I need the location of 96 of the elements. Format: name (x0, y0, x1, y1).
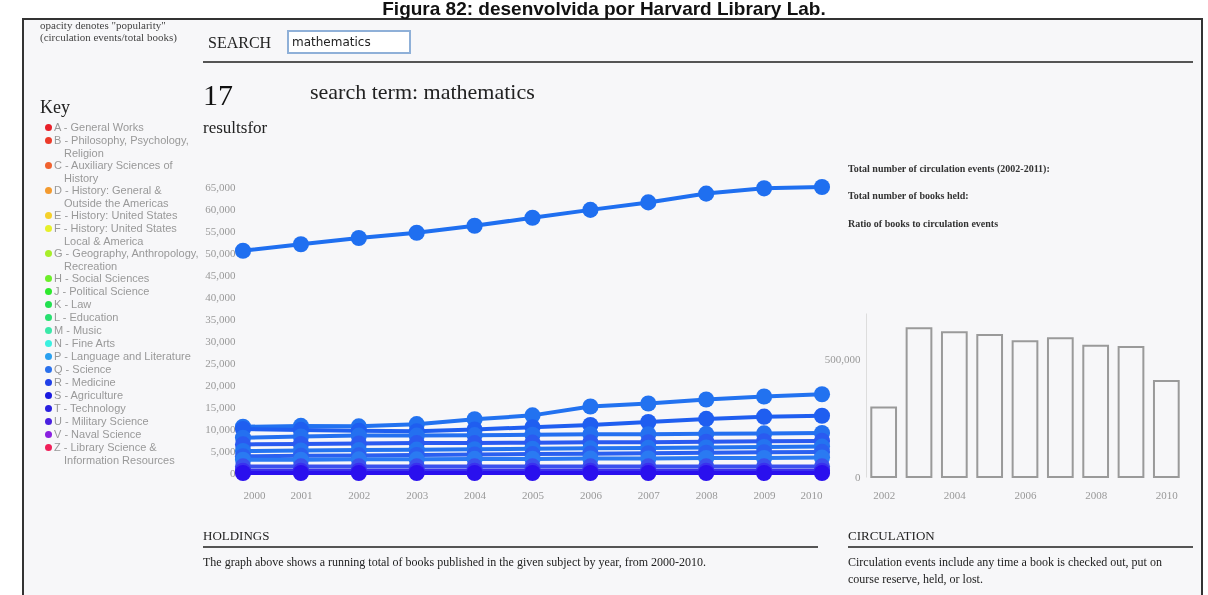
y-tick-label: 10,000 (205, 422, 236, 435)
legend-title: Key (40, 97, 70, 118)
category-label: L - Education (53, 311, 120, 324)
chart-title: search term: mathematics (310, 79, 535, 105)
point (582, 398, 599, 415)
point (698, 410, 715, 427)
x-tick-label: 2010 (1155, 488, 1179, 501)
category-label: D - History: General & Outside the Americas (53, 184, 170, 210)
y-tick-label: 40,000 (205, 290, 236, 303)
point (813, 178, 831, 196)
text: CIRCULATION (848, 528, 935, 544)
bar (1117, 345, 1145, 478)
y-tick-label: 60,000 (205, 202, 236, 215)
x-tick-label: 2004 (943, 488, 967, 501)
point (698, 185, 715, 202)
y-tick-label: 35,000 (205, 312, 236, 325)
y-tick-label: 0 (855, 470, 861, 483)
category-label: J - Political Science (53, 285, 151, 298)
point (466, 217, 483, 234)
category-label: H - Social Sciences (53, 272, 151, 285)
category-label: C - Auxiliary Sciences of History (53, 159, 174, 185)
point (813, 407, 831, 424)
x-tick-label: 2005 (522, 488, 545, 501)
text: Circulation events include any time a book is checked out, put on course reserve, held, or lost. (848, 554, 1163, 588)
point (408, 224, 425, 241)
point (756, 180, 773, 197)
point (582, 201, 599, 218)
point (813, 386, 831, 403)
text: opacity denotes "popularity" (circulation events/total books) (40, 19, 178, 43)
x-tick-label: 2002 (873, 488, 896, 501)
point (756, 388, 773, 405)
bar (870, 406, 898, 478)
bar (940, 331, 968, 478)
bar (1046, 337, 1074, 478)
text: HOLDINGS (203, 528, 270, 544)
category-label: G - Geography, Anthropology, Recreation (53, 247, 200, 273)
x-tick-label: 2006 (579, 488, 603, 501)
x-tick-label: 2008 (695, 488, 719, 501)
text: Total number of circulation events (2002-2011): (848, 163, 1050, 174)
y-tick-label: 65,000 (205, 180, 236, 193)
x-tick-label: 2010 (800, 488, 823, 501)
bar (1082, 344, 1110, 478)
point (350, 229, 367, 247)
y-tick-label: 50,000 (205, 246, 236, 259)
category-label: F - History: United States Local & America (53, 222, 178, 248)
category-label: B - Philosophy, Psychology, Religion (53, 134, 190, 160)
y-tick-label: 0 (230, 466, 236, 479)
x-tick-label: 2008 (1085, 488, 1108, 501)
category-label: M - Music (53, 324, 103, 337)
y-tick-label: 25,000 (205, 356, 236, 369)
x-tick-label: 2007 (637, 488, 661, 501)
bar (1152, 379, 1180, 478)
y-tick-label: 30,000 (205, 334, 236, 347)
x-tick-label: 2003 (406, 488, 429, 501)
point (698, 391, 715, 408)
category-label: N - Fine Arts (53, 337, 117, 350)
x-tick-label: 2000 (243, 488, 266, 501)
text: 17 (203, 78, 233, 112)
category-label: U - Military Science (53, 415, 150, 428)
point (640, 194, 657, 211)
category-label: Z - Library Science & Information Resources (53, 441, 176, 467)
category-label: A - General Works (53, 121, 145, 134)
y-tick-label: 20,000 (205, 378, 236, 391)
category-label: E - History: United States (53, 209, 179, 222)
category-label: T - Technology (53, 402, 127, 415)
x-tick-label: 2006 (1014, 488, 1037, 501)
x-tick-label: 2004 (464, 488, 487, 501)
text: The graph above shows a running total of books published in the given subject by year, from 2000-2010. (203, 554, 708, 571)
category-label: R - Medicine (53, 376, 117, 389)
y-tick-label: 5,000 (210, 444, 236, 457)
text: SEARCH (208, 34, 272, 52)
category-label: V - Naval Science (53, 428, 143, 441)
text: resultsfor (203, 118, 268, 138)
text: Total number of books held: (848, 190, 969, 201)
point (234, 242, 252, 259)
point (524, 209, 541, 226)
x-tick-label: 2002 (348, 488, 371, 501)
category-label: S - Agriculture (53, 389, 125, 402)
category-label: Q - Science (53, 363, 113, 376)
x-tick-label: 2001 (290, 488, 313, 501)
category-label: P - Language and Literature (53, 350, 192, 363)
bar (976, 334, 1004, 478)
y-tick-label: 45,000 (205, 268, 236, 281)
point (292, 236, 309, 253)
y-tick-label: 15,000 (205, 400, 236, 413)
bar (905, 327, 933, 478)
x-tick-label: 2009 (753, 488, 777, 501)
bar (1011, 340, 1039, 478)
search-field: mathematics (287, 30, 411, 54)
text: Ratio of books to circulation events (848, 218, 999, 229)
point (756, 408, 773, 425)
y-tick-label: 500,000 (824, 353, 861, 366)
point (640, 395, 657, 412)
y-tick-label: 55,000 (205, 224, 236, 237)
category-label: K - Law (53, 298, 93, 311)
text: Figura 82: desenvolvida por Harvard Library Lab. (381, 0, 827, 20)
